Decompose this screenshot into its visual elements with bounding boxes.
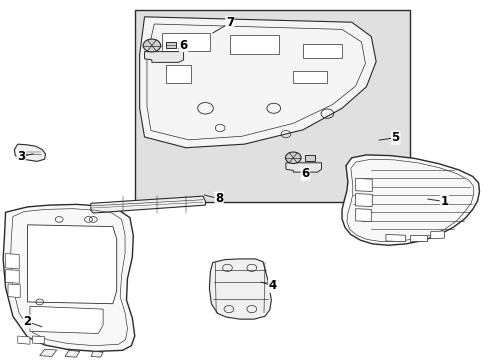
Polygon shape (209, 259, 271, 319)
Polygon shape (91, 196, 205, 213)
Polygon shape (166, 65, 190, 83)
Polygon shape (30, 306, 103, 333)
Polygon shape (5, 270, 19, 283)
Polygon shape (303, 44, 341, 58)
Polygon shape (293, 71, 327, 83)
Polygon shape (140, 17, 375, 148)
FancyBboxPatch shape (135, 10, 409, 202)
Polygon shape (385, 234, 405, 242)
Polygon shape (3, 204, 135, 351)
Polygon shape (8, 284, 20, 298)
Polygon shape (161, 33, 210, 51)
Text: 3: 3 (17, 150, 25, 163)
Polygon shape (65, 350, 80, 357)
Text: 8: 8 (215, 192, 223, 205)
Text: 6: 6 (179, 39, 187, 52)
Polygon shape (144, 51, 183, 62)
Bar (165, 42, 176, 48)
Polygon shape (91, 351, 103, 357)
Circle shape (285, 152, 301, 163)
Circle shape (143, 39, 160, 52)
Polygon shape (355, 209, 370, 222)
Polygon shape (341, 155, 479, 245)
Polygon shape (409, 234, 427, 241)
Polygon shape (40, 349, 57, 356)
Text: 4: 4 (268, 279, 276, 292)
Polygon shape (18, 336, 30, 344)
Polygon shape (14, 144, 45, 161)
Text: 1: 1 (440, 195, 447, 208)
Text: 6: 6 (301, 167, 309, 180)
Polygon shape (32, 336, 44, 343)
Text: 5: 5 (391, 131, 399, 144)
Polygon shape (355, 194, 371, 207)
Bar (305, 155, 314, 161)
Polygon shape (229, 35, 278, 54)
Polygon shape (430, 231, 444, 239)
Text: 7: 7 (225, 17, 233, 30)
Polygon shape (5, 253, 19, 269)
Polygon shape (285, 163, 321, 172)
Polygon shape (355, 178, 371, 192)
Text: 2: 2 (23, 315, 32, 328)
Polygon shape (27, 225, 117, 304)
